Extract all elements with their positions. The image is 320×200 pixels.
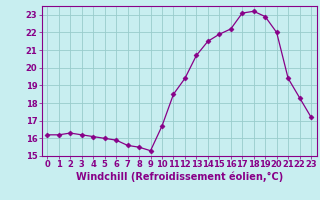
X-axis label: Windchill (Refroidissement éolien,°C): Windchill (Refroidissement éolien,°C): [76, 172, 283, 182]
